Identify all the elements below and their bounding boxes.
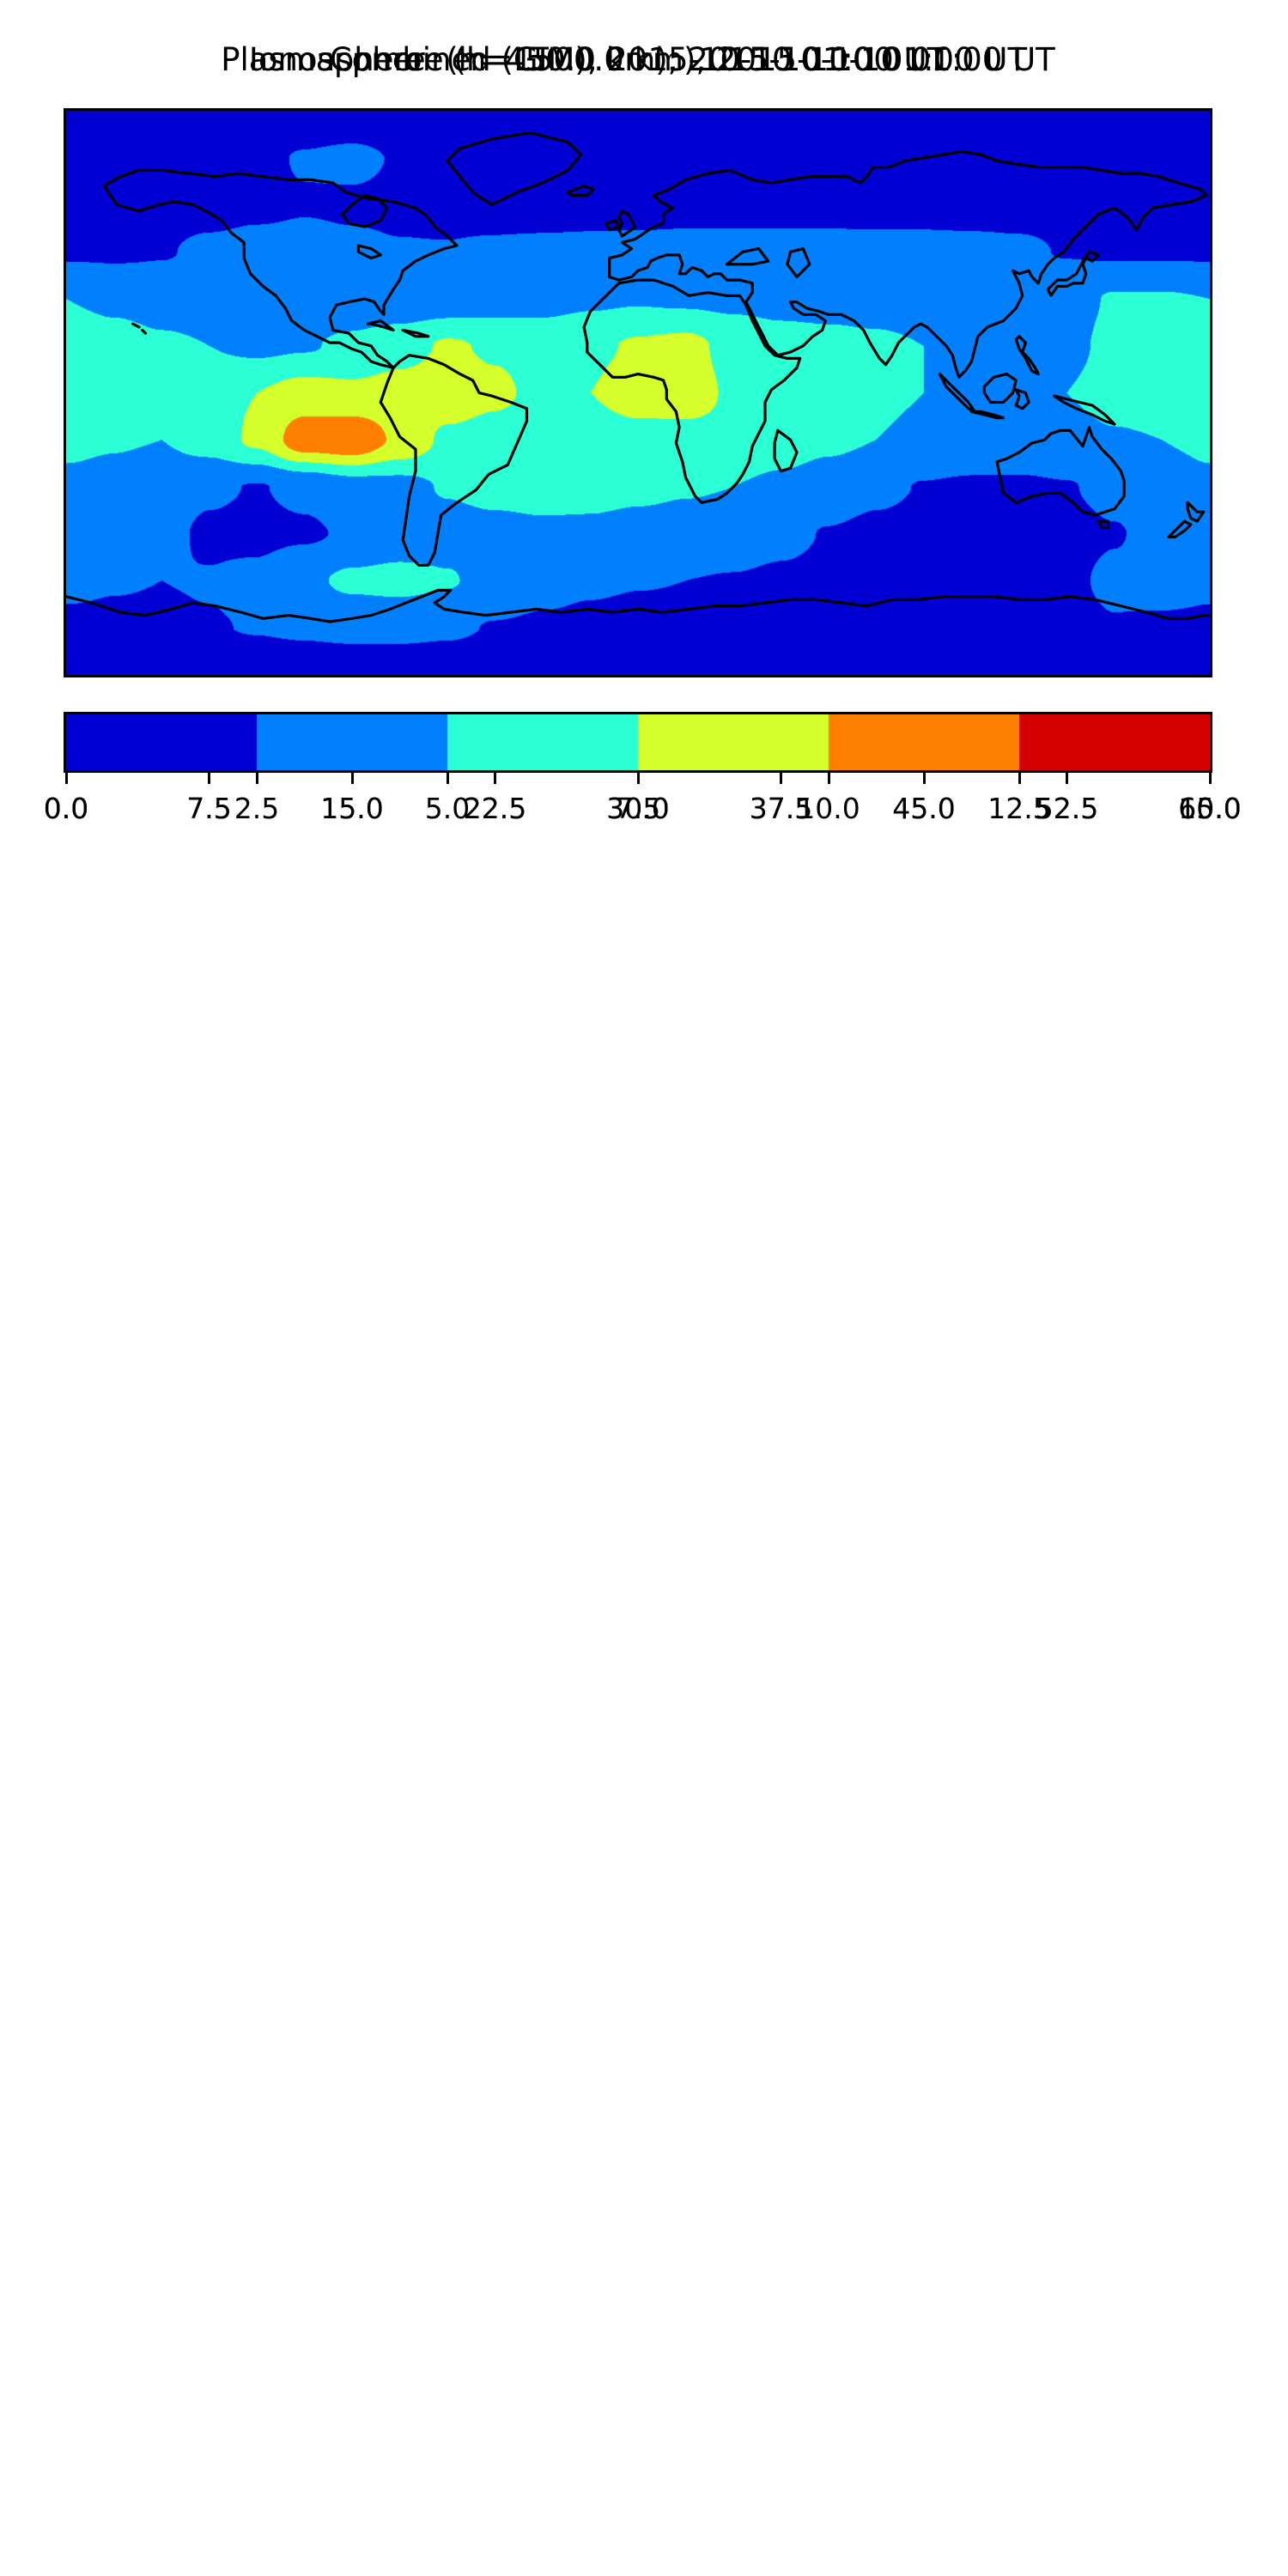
colorbar-tick-label: 37.5 (749, 792, 813, 825)
colorbar-tick-label: 30.0 (606, 792, 670, 825)
coastline-path (726, 247, 770, 266)
colorbar-ticklabels: 0.0 7.5 15.0 22.5 30.0 37.5 45.0 52.5 60.0 (44, 792, 1242, 831)
coastline-path (356, 244, 382, 260)
coastline-path (938, 373, 976, 413)
colorbar-tick-label: 30.0 (606, 792, 670, 825)
coastline-path (608, 149, 1208, 379)
colorbar-ticklabels: 0.0 2.5 5.0 7.5 10.0 12.5 15.0 (44, 792, 1242, 831)
coastline-path (341, 193, 389, 228)
coastline-path (969, 410, 1005, 420)
colorbar-tick-label: 0.0 (43, 792, 89, 825)
colorbar-tick-label: 0.0 (43, 792, 89, 825)
colorbar-tick (922, 773, 926, 784)
colorbar-tick-label: 22.5 (463, 792, 527, 825)
coastline-path (1014, 388, 1030, 410)
coastline-path (366, 319, 395, 332)
coastline-path (1167, 519, 1193, 538)
colorbar-tick (1018, 773, 1021, 784)
colorbar-tick-label: 15.0 (320, 792, 384, 825)
colorbar-tick-label: 12.5 (987, 792, 1051, 825)
page-title: Ionosphere (h=450.0 km), 2015-10-10 01:0… (248, 41, 1028, 78)
colorbar-canvas (66, 714, 1210, 770)
colorbar-tick-label: 45.0 (892, 792, 956, 825)
colorbar-tick-label: 7.5 (186, 792, 232, 825)
colorbar-tickmarks (64, 773, 1212, 784)
colorbar-tick-label: 37.5 (749, 792, 813, 825)
coastline-path (617, 210, 636, 238)
coastline-path (1046, 250, 1101, 297)
colorbar-tick (255, 773, 258, 784)
coastline-path (786, 247, 811, 279)
coastlines-overlay (66, 131, 1210, 623)
colorbar-plasmasphere (64, 712, 1212, 773)
map-plasmasphere (64, 108, 1212, 677)
coastline-path (66, 588, 1210, 623)
coastline-path (102, 168, 459, 369)
colorbar-tick (780, 773, 782, 784)
colorbar-tick-label: 5.0 (424, 792, 471, 825)
colorbar-tick-label: 0.0 (43, 792, 89, 825)
page-title: Plasmasphere (h=1500.0 km), 2015-10-10 0… (221, 41, 1055, 78)
colorbar-tick (636, 773, 640, 784)
colorbar-tick-label: 45.0 (892, 792, 956, 825)
colorbar-tick-label: 52.5 (1035, 792, 1099, 825)
coastline-path (1186, 501, 1206, 523)
colorbar-tick (350, 773, 354, 784)
colorbar-tick-label: 15.0 (320, 792, 384, 825)
coastline-path (1053, 394, 1116, 426)
colorbar-tick-label: 60.0 (1178, 792, 1242, 825)
coastline-path (582, 278, 802, 504)
colorbar-tick (208, 773, 210, 784)
colorbar-tick (446, 773, 449, 784)
coastline-path (1097, 519, 1110, 530)
colorbar-tick (64, 773, 68, 784)
coastline-path (567, 185, 595, 197)
coastline-path (605, 219, 621, 232)
colorbar-tick-label: 10.0 (797, 792, 860, 825)
colorbar-tick (1066, 773, 1068, 784)
coastline-path (446, 131, 582, 207)
colorbar-tick-label: 52.5 (1035, 792, 1099, 825)
coastline-path (982, 373, 1018, 404)
panel-plasmasphere: Plasmasphere (h=1500.0 km), 2015-10-10 0… (0, 0, 1288, 854)
colorbar-tick (494, 773, 496, 784)
coastline-path (102, 185, 395, 369)
colorbar-tick-label: 60.0 (1178, 792, 1242, 825)
colorbar-tick (827, 773, 830, 784)
colorbar-tick (1208, 773, 1212, 784)
coastline-path (1014, 335, 1040, 376)
coastline-path (131, 322, 141, 329)
colorbar-tick-label: 7.5 (186, 792, 232, 825)
coastline-path (379, 354, 529, 567)
coastline-path (995, 426, 1126, 517)
coastline-path (773, 428, 799, 473)
coastline-path (401, 328, 430, 338)
colorbar-tick-label: 22.5 (463, 792, 527, 825)
colorbar-tick-label: 2.5 (234, 792, 280, 825)
coastline-path (141, 328, 148, 335)
page-title: Combined (GIM), 2015-10-10 01:00 UT (329, 41, 947, 78)
colorbar-tick-label: 15.0 (1178, 792, 1242, 825)
colorbar-tick-label: 7.5 (615, 792, 661, 825)
colorbar-ticklabels: 0.0 7.5 15.0 22.5 30.0 37.5 45.0 52.5 60.0 (44, 792, 1242, 831)
contour-map-canvas (66, 111, 1210, 675)
